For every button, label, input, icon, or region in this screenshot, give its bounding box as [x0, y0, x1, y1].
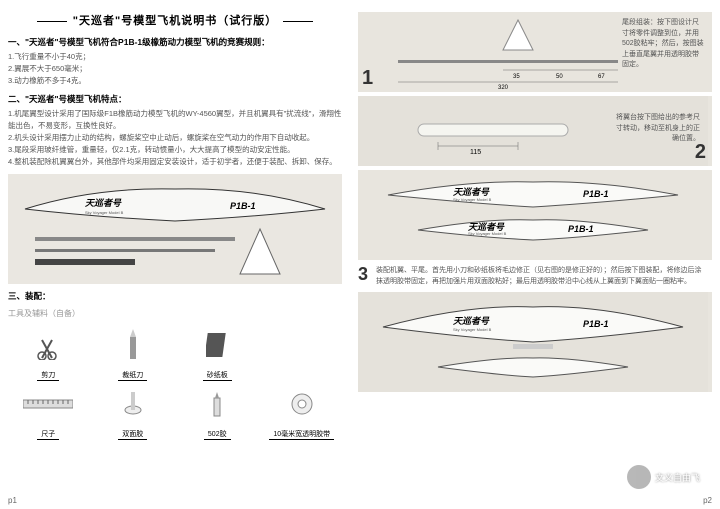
svg-text:320: 320 — [498, 85, 509, 91]
svg-text:67: 67 — [598, 74, 605, 80]
ruler-icon — [23, 398, 73, 410]
section2-heading: 二、"天巡者"号模型飞机特点： — [8, 93, 342, 105]
svg-text:P1B-1: P1B-1 — [583, 189, 609, 199]
knife-icon — [128, 329, 138, 361]
glue-icon — [211, 390, 223, 418]
step1-text: 尾段组装：按下图设计尺寸将零件调整到位，并用502胶粘牢；然后，按图装上垂直尾翼… — [618, 16, 708, 73]
tool-scissors: 剪刀 — [8, 327, 89, 382]
tool-label: 裁纸刀 — [118, 370, 147, 381]
tool-ruler: 尺子 — [8, 386, 89, 441]
step3-text: 装配机翼、平尾。首先用小刀和砂纸板将毛边修正（见右图的是修正好的）；然后按下图装… — [372, 264, 712, 289]
step3-photo: 天巡者号 Sky Voyager Model B P1B-1 — [358, 292, 712, 392]
s1-item1: 2.翼展不大于650毫米； — [8, 63, 342, 75]
svg-text:115: 115 — [470, 149, 481, 156]
tool-tape: 双面胶 — [93, 386, 174, 441]
step1-num: 1 — [362, 67, 373, 90]
svg-text:Sky Voyager Model B: Sky Voyager Model B — [468, 231, 507, 236]
svg-text:天巡者号: 天巡者号 — [453, 316, 490, 326]
watermark-icon — [627, 465, 651, 489]
tool-label: 尺子 — [37, 429, 59, 440]
svg-text:天巡者号: 天巡者号 — [453, 187, 490, 197]
tools-grid: 剪刀 裁纸刀 砂纸板 尺子 双面胶 502胶 10毫米宽透明胶带 — [8, 327, 342, 441]
wings-top-svg: 天巡者号 Sky Voyager Model B P1B-1 天巡者号 Sky … — [358, 170, 708, 260]
s1-item2: 3.动力橡筋不多于4克。 — [8, 75, 342, 87]
tool-label: 502胶 — [204, 429, 231, 440]
svg-text:50: 50 — [556, 74, 563, 80]
s2-item3: 4.整机装配除机翼翼台外，其他部件均采用固定安装设计，适于初学者，还便于装配、拆… — [8, 156, 342, 168]
s2-item2: 3.尾段采用玻纤维管，重量轻，仅2.1克，转动惯量小，大大提高了模型的动安定性能… — [8, 144, 342, 156]
tool-knife: 裁纸刀 — [93, 327, 174, 382]
s1-item0: 1.飞行重量不小于40克； — [8, 51, 342, 63]
section1-heading: 一、"天巡者"号模型飞机符合P1B-1级橡筋动力模型飞机的竞赛规则： — [8, 36, 342, 48]
svg-text:Sky Voyager Model B: Sky Voyager Model B — [453, 327, 492, 332]
scissors-icon — [34, 330, 62, 360]
watermark: 文义自由飞 — [627, 465, 700, 489]
wing-svg: 天巡者号 Sky Voyager Model B P1B-1 — [15, 179, 335, 279]
step2-photo: 115 2 将翼台按下图给出的参考尺寸转动，移动至机身上的正确位置。 — [358, 96, 712, 166]
tool-glue: 502胶 — [177, 386, 258, 441]
cleartape-icon — [290, 392, 314, 416]
step3-num: 3 — [358, 264, 368, 285]
step2b-photo: 天巡者号 Sky Voyager Model B P1B-1 天巡者号 Sky … — [358, 170, 712, 260]
tool-label: 剪刀 — [37, 370, 59, 381]
doc-title: "天巡者"号模型飞机说明书（试行版） — [8, 12, 342, 28]
sandpaper-icon — [206, 331, 228, 359]
tool-empty — [262, 327, 343, 382]
svg-text:Sky Voyager Model B: Sky Voyager Model B — [453, 197, 492, 202]
tool-label: 砂纸板 — [203, 370, 232, 381]
tape-icon — [124, 390, 142, 418]
svg-text:P1B-1: P1B-1 — [583, 319, 609, 329]
page-right: 1 35 50 67 320 尾段组装：按下图设计尺寸将零件调整到位，并用502… — [350, 0, 720, 509]
watermark-text: 文义自由飞 — [655, 471, 700, 484]
step2-text: 将翼台按下图给出的参考尺寸转动，移动至机身上的正确位置。 — [609, 111, 704, 147]
svg-text:35: 35 — [513, 74, 520, 80]
svg-text:天巡者号: 天巡者号 — [85, 198, 122, 208]
page-num-right: p2 — [703, 496, 712, 505]
tool-label: 10毫米宽透明胶带 — [269, 429, 334, 440]
tool-cleartape: 10毫米宽透明胶带 — [262, 386, 343, 441]
step3-svg: 天巡者号 Sky Voyager Model B P1B-1 — [358, 292, 708, 392]
svg-text:Sky Voyager Model B: Sky Voyager Model B — [85, 210, 124, 215]
s2-item1: 2.机头设计采用摆力止动的结构，螺旋桨空中止动后，螺旋桨在空气动力的作用下自动收… — [8, 132, 342, 144]
main-wing-photo: 天巡者号 Sky Voyager Model B P1B-1 — [8, 174, 342, 284]
tool-sandpaper: 砂纸板 — [177, 327, 258, 382]
page-num-left: p1 — [8, 496, 17, 505]
tool-label: 双面胶 — [118, 429, 147, 440]
page-left: "天巡者"号模型飞机说明书（试行版） 一、"天巡者"号模型飞机符合P1B-1级橡… — [0, 0, 350, 509]
s2-item0: 1.机尾翼型设计采用了国际级F1B橡筋动力模型飞机的WY-4560翼型，并且机翼… — [8, 108, 342, 132]
section3-heading: 三、装配： — [8, 290, 342, 302]
step1-photo: 1 35 50 67 320 尾段组装：按下图设计尺寸将零件调整到位，并用502… — [358, 12, 712, 92]
svg-text:P1B-1: P1B-1 — [568, 224, 594, 234]
tools-sub: 工具及辅料（自备） — [8, 308, 342, 319]
svg-text:P1B-1: P1B-1 — [230, 201, 256, 211]
